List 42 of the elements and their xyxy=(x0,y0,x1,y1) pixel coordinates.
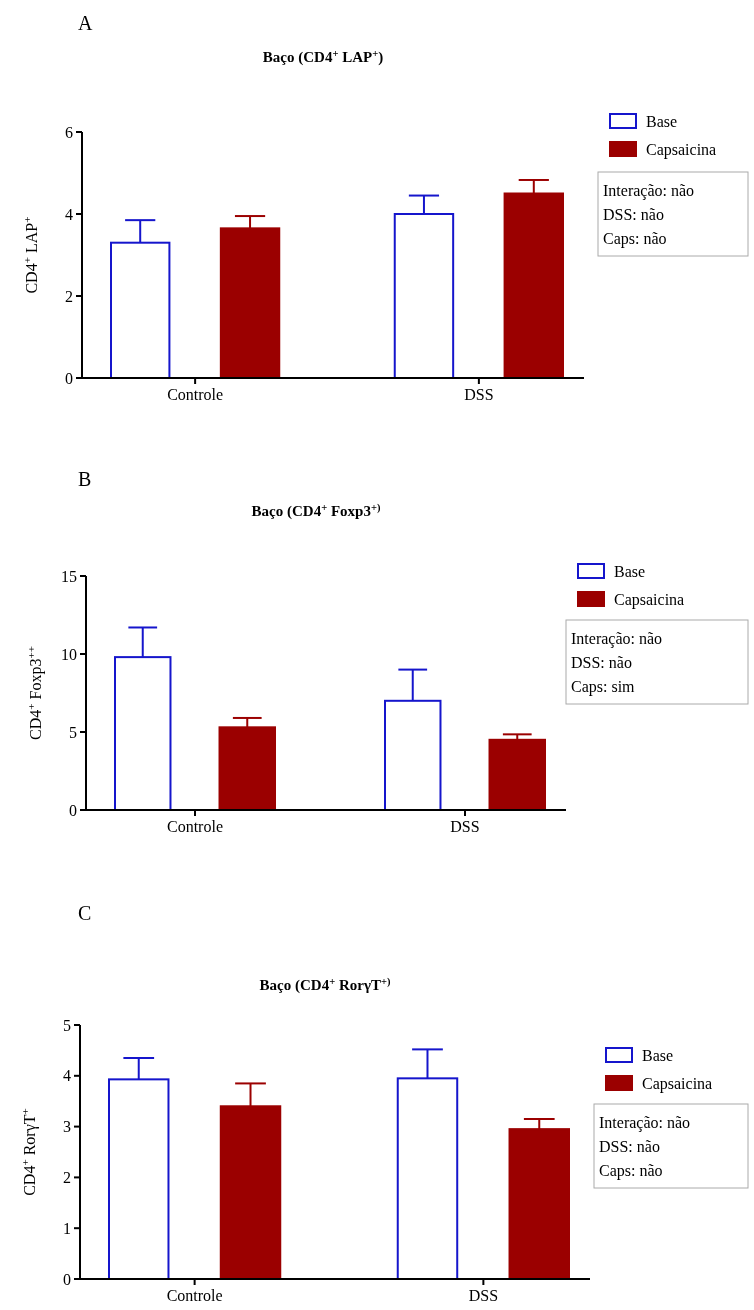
y-tick-label: 2 xyxy=(65,287,73,305)
text: Interação: não xyxy=(571,630,663,648)
y-tick-label: 10 xyxy=(61,645,77,663)
legend-label: Base xyxy=(614,562,646,580)
bar xyxy=(488,738,546,811)
x-tick-label: Controle xyxy=(167,818,223,835)
text: Caps: não xyxy=(603,230,667,248)
x-tick-label: DSS xyxy=(450,818,480,835)
text: Interação: não xyxy=(603,182,695,200)
chart-title: Baço (CD4$^{+}$ Foxp3$^{+)}$ xyxy=(251,501,381,520)
text: DSS: não xyxy=(603,206,664,223)
text: A xyxy=(78,12,93,34)
x-tick-label: DSS xyxy=(468,1287,499,1304)
text: Interação: não xyxy=(599,1114,691,1132)
text: Caps: não xyxy=(599,1162,663,1180)
y-tick-label: 1 xyxy=(63,1219,71,1237)
text: Caps: sim xyxy=(571,678,636,696)
y-tick-label: 15 xyxy=(61,567,77,585)
y-tick-label: 5 xyxy=(69,723,77,741)
x-tick-label: DSS xyxy=(464,386,494,403)
y-tick-label: 0 xyxy=(65,369,73,387)
text: DSS: não xyxy=(571,654,632,671)
y-tick-label: 3 xyxy=(63,1118,71,1136)
y-tick-label: 0 xyxy=(69,801,77,819)
x-tick-label: Controle xyxy=(166,1287,223,1304)
y-tick-label: 0 xyxy=(63,1270,71,1288)
y-tick-label: 4 xyxy=(65,205,73,223)
legend-label: Base xyxy=(642,1046,674,1064)
text: DSS: não xyxy=(599,1138,660,1155)
y-tick-label: 2 xyxy=(63,1169,71,1186)
x-tick-label: Controle xyxy=(167,386,224,403)
y-tick-label: 4 xyxy=(63,1067,71,1085)
y-tick-label: 6 xyxy=(65,123,73,141)
chart-title: Baço (CD4$^{+}$ LAP$^{+}$) xyxy=(262,47,384,66)
legend-label: Capsaicina xyxy=(642,1074,713,1093)
y-tick-label: 5 xyxy=(63,1016,71,1034)
legend-label: Capsaicina xyxy=(646,140,717,159)
chart-title: Baço (CD4$^{+}$ RorγT$^{+)}$ xyxy=(259,975,391,994)
legend-label: Capsaicina xyxy=(614,590,685,609)
legend-label: Base xyxy=(646,112,678,130)
text: B xyxy=(78,468,92,490)
text: C xyxy=(78,902,92,924)
